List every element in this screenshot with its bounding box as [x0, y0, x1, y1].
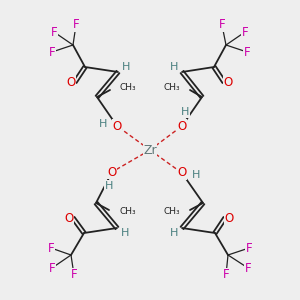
Text: H: H [121, 228, 129, 238]
Text: F: F [73, 19, 79, 32]
Text: F: F [245, 262, 251, 275]
Text: CH₃: CH₃ [120, 83, 136, 92]
Text: H: H [181, 107, 189, 117]
Text: F: F [49, 262, 55, 275]
Text: Zr: Zr [143, 143, 157, 157]
Text: H: H [99, 119, 107, 129]
Text: F: F [244, 46, 250, 59]
Text: F: F [48, 242, 54, 254]
Text: F: F [242, 26, 248, 38]
Text: O: O [224, 212, 234, 224]
Text: F: F [49, 46, 55, 59]
Text: F: F [51, 26, 57, 38]
Text: O: O [177, 167, 187, 179]
Text: CH₃: CH₃ [119, 208, 136, 217]
Text: H: H [192, 170, 200, 180]
Text: O: O [107, 166, 117, 178]
Text: H: H [170, 62, 178, 72]
Text: F: F [219, 19, 225, 32]
Text: F: F [223, 268, 229, 281]
Text: O: O [112, 119, 122, 133]
Text: F: F [246, 242, 252, 254]
Text: O: O [66, 76, 76, 88]
Text: F: F [71, 268, 77, 281]
Text: H: H [105, 181, 113, 191]
Text: O: O [224, 76, 232, 88]
Text: CH₃: CH₃ [164, 83, 180, 92]
Text: H: H [122, 62, 130, 72]
Text: H: H [170, 228, 178, 238]
Text: O: O [177, 119, 187, 133]
Text: CH₃: CH₃ [164, 208, 180, 217]
Text: O: O [64, 212, 74, 224]
